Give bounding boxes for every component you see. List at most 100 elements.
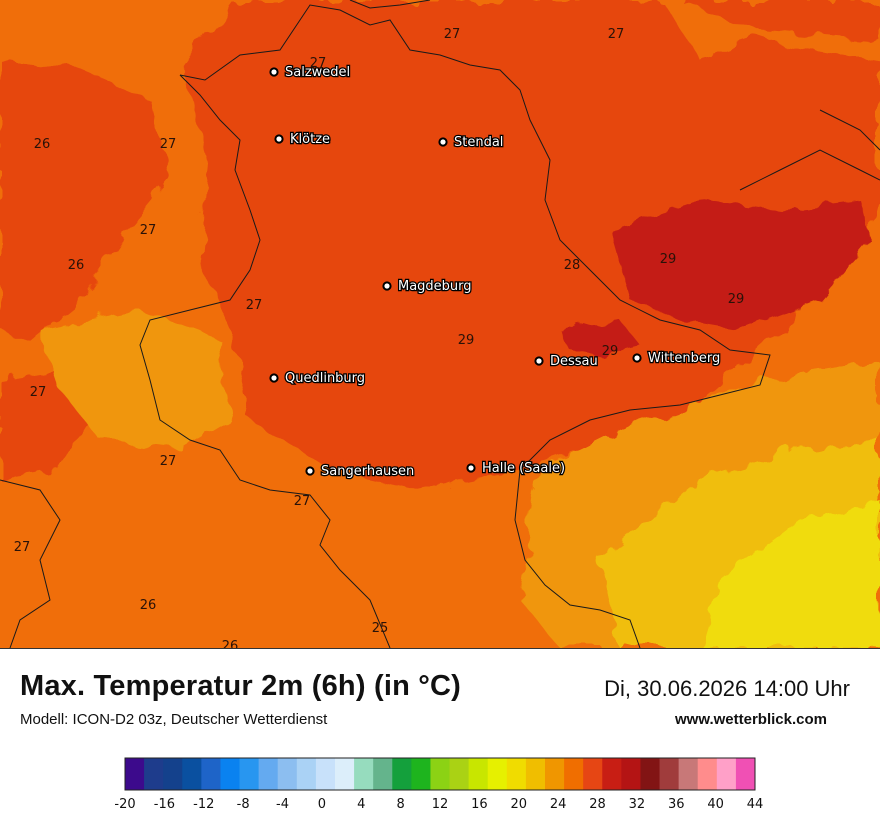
- legend-swatch: [258, 758, 279, 790]
- state-borders: [0, 0, 880, 648]
- legend-tick-label: -12: [193, 797, 214, 812]
- legend-tick-label: 16: [471, 797, 488, 812]
- value-label: 29: [660, 252, 677, 267]
- city-label: Halle (Saale): [482, 461, 565, 476]
- model-source: Modell: ICON-D2 03z, Deutscher Wetterdie…: [20, 711, 328, 728]
- city-marker: Magdeburg: [382, 278, 473, 295]
- legend-tick-label: 32: [629, 797, 646, 812]
- legend-swatch: [163, 758, 183, 790]
- city-dot: [274, 134, 284, 144]
- value-label: 29: [728, 292, 745, 307]
- legend-tick-label: -4: [276, 797, 289, 812]
- map-zone-29: [560, 200, 870, 355]
- legend-tick-label: -16: [154, 797, 175, 812]
- city-marker: Sangerhausen: [305, 463, 416, 480]
- value-label: 26: [68, 258, 85, 273]
- legend-swatch: [735, 758, 756, 790]
- value-label: 27: [608, 27, 625, 42]
- legend-swatches: [124, 757, 756, 791]
- legend-swatch: [525, 758, 546, 790]
- legend-tick-label: 40: [707, 797, 724, 812]
- legend-swatch: [621, 758, 641, 790]
- city-dot: [534, 356, 544, 366]
- forecast-datetime: Di, 30.06.2026 14:00 Uhr: [604, 676, 850, 701]
- legend-tick-label: 24: [550, 797, 567, 812]
- map-zone-20-22: [700, 500, 880, 648]
- legend-swatch: [506, 758, 527, 790]
- legend-swatch: [716, 758, 737, 790]
- value-label: 25: [372, 621, 389, 636]
- legend-swatch: [182, 758, 202, 790]
- city-dot: [269, 67, 279, 77]
- city-marker: Halle (Saale): [466, 460, 566, 477]
- city-markers: Salzwedel Klötze Stendal Magdeburg Dessau Wit…: [269, 64, 722, 480]
- legend-swatch: [583, 758, 603, 790]
- city-marker: Wittenberg: [632, 350, 722, 367]
- legend-swatch: [220, 758, 240, 790]
- city-dot: [305, 466, 315, 476]
- city-marker: Stendal: [438, 134, 505, 151]
- city-label: Magdeburg: [398, 279, 472, 294]
- value-label: 29: [458, 333, 475, 348]
- legend-swatch: [602, 758, 622, 790]
- value-label: 28: [564, 258, 581, 273]
- legend-frame: [124, 757, 756, 791]
- legend-tick-label: 8: [396, 797, 404, 812]
- legend-tick-label: 12: [432, 797, 449, 812]
- legend-swatch: [697, 758, 718, 790]
- city-marker: Dessau: [534, 353, 599, 370]
- legend-tick-label: 0: [318, 797, 326, 812]
- value-label: 27: [160, 454, 177, 469]
- legend-swatch: [392, 758, 412, 790]
- city-marker: Quedlinburg: [269, 370, 366, 387]
- legend-swatch: [487, 758, 508, 790]
- city-marker: Salzwedel: [269, 64, 351, 81]
- legend-ticks: -20 -16 -12 -8 -4 0 4 8 12 16 20 24 28 32 36 40 44: [114, 797, 763, 812]
- legend-swatch: [144, 758, 164, 790]
- legend-swatch: [335, 758, 355, 790]
- legend-swatch: [125, 758, 145, 790]
- legend-swatch: [430, 758, 450, 790]
- legend-swatch: [449, 758, 470, 790]
- value-label: 27: [30, 385, 47, 400]
- city-marker: Klötze: [274, 131, 331, 148]
- legend-swatch: [411, 758, 431, 790]
- legend-swatch: [201, 758, 221, 790]
- legend-tick-label: 4: [357, 797, 365, 812]
- value-label: 27: [444, 27, 461, 42]
- legend-swatch: [354, 758, 374, 790]
- city-label: Klötze: [290, 132, 330, 147]
- value-label: 27: [140, 223, 157, 238]
- value-label: 27: [160, 137, 177, 152]
- city-dot: [632, 353, 642, 363]
- city-label: Dessau: [550, 354, 598, 369]
- legend-swatch: [640, 758, 660, 790]
- value-label: 26: [34, 137, 51, 152]
- value-label: 27: [14, 540, 31, 555]
- city-dot: [466, 463, 476, 473]
- legend-tick-label: -8: [237, 797, 250, 812]
- city-label: Stendal: [454, 135, 503, 150]
- value-label: 29: [602, 344, 619, 359]
- map-title: Max. Temperatur 2m (6h) (in °C): [20, 670, 462, 702]
- website-link[interactable]: www.wetterblick.com: [675, 711, 827, 728]
- city-label: Wittenberg: [648, 351, 720, 366]
- legend-tick-label: 28: [589, 797, 606, 812]
- city-label: Salzwedel: [285, 65, 350, 80]
- legend-swatch: [277, 758, 298, 790]
- city-label: Quedlinburg: [285, 371, 365, 386]
- legend-tick-label: 20: [510, 797, 527, 812]
- value-label: 27: [310, 56, 327, 71]
- temperature-map: 27 27 27 26 27 27 26 27 28 29 29 29 29 27 27 27 27 26 26 25…: [0, 0, 880, 649]
- legend-swatch: [296, 758, 317, 790]
- city-label: Sangerhausen: [321, 464, 414, 479]
- city-dot: [382, 281, 392, 291]
- map-zone-27-28: [0, 0, 880, 490]
- legend-tick-label: -20: [114, 797, 135, 812]
- legend-swatch: [545, 758, 565, 790]
- value-label: 27: [294, 494, 311, 509]
- legend-swatch: [468, 758, 489, 790]
- legend-tick-label: 44: [747, 797, 764, 812]
- legend-swatch: [373, 758, 393, 790]
- value-labels: 27 27 27 26 27 27 26 27 28 29 29 29 29 27 27 27 27 26 26 25: [14, 27, 745, 648]
